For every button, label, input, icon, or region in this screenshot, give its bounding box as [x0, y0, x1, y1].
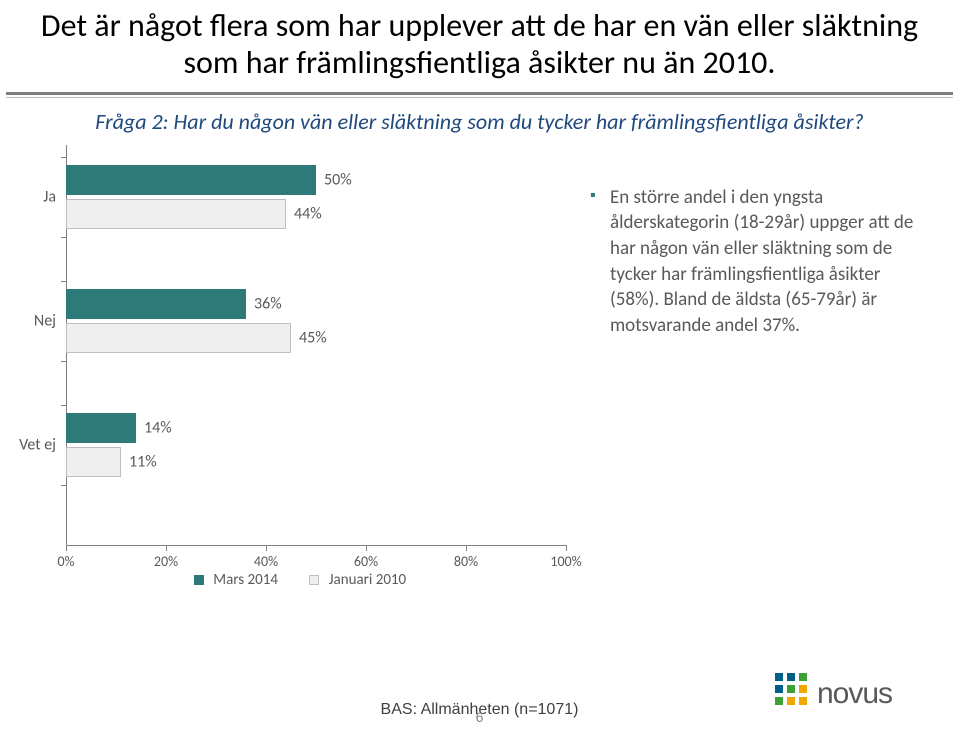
logo-dot-4 — [775, 685, 783, 693]
slide-body: 50%44% 36% 45% 14% 11% 0% 20% 40% 60% 80% 100% Ja… — [0, 135, 959, 615]
y-category-label: Ja — [10, 187, 56, 206]
logo-dot-3 — [799, 673, 807, 681]
chart: 50%44% 36% 45% 14% 11% 0% 20% 40% 60% 80% 100% Ja… — [10, 145, 590, 615]
x-tick — [566, 545, 567, 551]
bar-value-label: 14% — [144, 418, 172, 437]
logo-dot-8 — [787, 697, 795, 705]
x-tick — [366, 545, 367, 551]
logo: novus — [775, 673, 935, 713]
legend-label-b: Januari 2010 — [329, 571, 406, 589]
x-tick — [466, 545, 467, 551]
note-text: En större andel i den yngsta ålderskateg… — [590, 185, 930, 339]
bar — [66, 165, 316, 195]
logo-dot-2 — [787, 673, 795, 681]
plot-area: 50%44% 36% 45% 14% 11% — [66, 145, 566, 546]
y-tick — [61, 281, 66, 282]
note-panel: En större andel i den yngsta ålderskateg… — [590, 145, 940, 615]
bar-value-label: 11% — [129, 452, 157, 471]
legend-swatch-a — [194, 575, 204, 585]
x-tick-label: 20% — [154, 553, 178, 570]
x-tick-label: 0% — [57, 553, 74, 570]
bar — [66, 289, 246, 319]
bar-value-label: 50% — [324, 170, 352, 189]
bar-value-label: 45% — [299, 328, 327, 347]
y-tick — [61, 157, 66, 158]
y-tick — [61, 361, 66, 362]
x-tick-label: 40% — [254, 553, 278, 570]
bar — [66, 447, 121, 477]
bar — [66, 323, 291, 353]
bar-value-label: 36% — [254, 294, 282, 313]
logo-dot-9 — [799, 697, 807, 705]
y-tick — [61, 485, 66, 486]
logo-text: novus — [817, 677, 892, 710]
divider-top — [6, 92, 953, 95]
legend: Mars 2014 Januari 2010 — [10, 571, 590, 589]
bar-value-label: 44% — [294, 204, 322, 223]
legend-item-a: Mars 2014 — [194, 571, 278, 589]
legend-swatch-b — [309, 575, 319, 585]
x-tick — [66, 545, 67, 551]
y-category-label: Nej — [10, 311, 56, 330]
bar — [66, 413, 136, 443]
logo-dot-6 — [799, 685, 807, 693]
logo-dot-5 — [787, 685, 795, 693]
y-tick — [61, 405, 66, 406]
x-tick-label: 60% — [354, 553, 378, 570]
logo-dot-7 — [775, 697, 783, 705]
slide: Det är något flera som har upplever att … — [0, 0, 959, 729]
y-tick — [61, 237, 66, 238]
legend-label-a: Mars 2014 — [213, 571, 278, 589]
logo-dot-1 — [775, 673, 783, 681]
x-tick-label: 100% — [550, 553, 581, 570]
slide-title: Det är något flera som har upplever att … — [0, 0, 959, 88]
bar — [66, 199, 286, 229]
x-tick — [266, 545, 267, 551]
x-tick-label: 80% — [454, 553, 478, 570]
x-tick — [166, 545, 167, 551]
slide-subtitle: Fråga 2: Har du någon vän eller släktnin… — [0, 98, 959, 135]
legend-item-b: Januari 2010 — [309, 571, 406, 589]
y-category-label: Vet ej — [10, 435, 56, 454]
